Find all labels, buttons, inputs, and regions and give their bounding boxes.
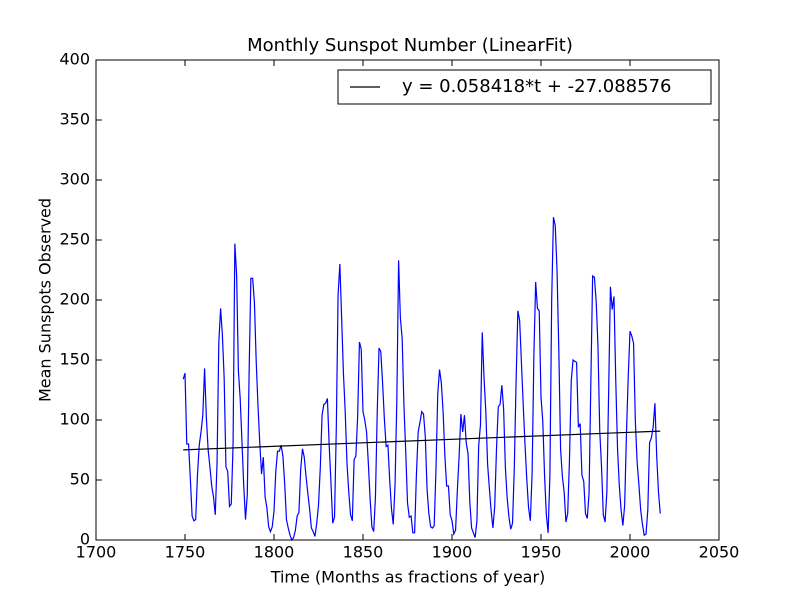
x-tick-label: 1800 [254,543,295,562]
y-tick-label: 100 [59,410,90,429]
x-tick-label: 2000 [610,543,651,562]
y-tick-label: 350 [59,110,90,129]
legend-label: y = 0.058418*t + -27.088576 [402,76,671,97]
x-tick-label: 2050 [699,543,740,562]
y-tick-label: 400 [59,50,90,69]
series-line [183,430,661,451]
y-tick-label: 300 [59,170,90,189]
x-axis-label: Time (Months as fractions of year) [270,568,546,587]
plot-frame [95,59,720,541]
chart-title: Monthly Sunspot Number (LinearFit) [247,35,573,56]
series-line [182,217,661,542]
y-tick-label: 50 [70,470,90,489]
y-tick-label: 0 [80,530,90,549]
x-tick-label: 1750 [165,543,206,562]
y-tick-label: 250 [59,230,90,249]
y-tick-label: 200 [59,290,90,309]
y-axis-label: Mean Sunspots Observed [36,198,55,402]
x-tick-label: 1850 [343,543,384,562]
legend-box [337,69,712,105]
y-tick-label: 150 [59,350,90,369]
x-tick-label: 1900 [432,543,473,562]
x-tick-label: 1950 [521,543,562,562]
x-tick-label: 1700 [76,543,117,562]
